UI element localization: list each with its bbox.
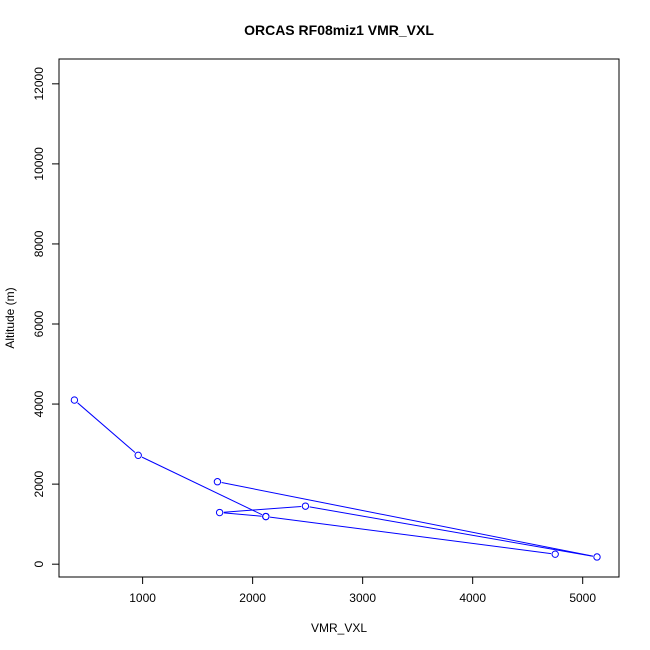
data-point: [70, 396, 79, 404]
x-tick-label: 1000: [129, 591, 156, 605]
data-point: [301, 502, 310, 510]
data-point: [215, 508, 224, 517]
data-point: [134, 451, 142, 460]
line-segment: [141, 456, 263, 516]
data-point: [593, 553, 601, 561]
x-tick-label: 4000: [459, 591, 486, 605]
line-segment: [269, 516, 552, 555]
line-segment: [223, 512, 262, 517]
x-tick-label: 5000: [569, 591, 596, 605]
y-tick-label: 0: [32, 561, 46, 568]
y-axis-label: Altitude (m): [3, 287, 17, 348]
line-segment: [223, 505, 302, 513]
y-tick-label: 8000: [32, 230, 46, 257]
x-axis: 1000 2000 3000 4000 5000: [129, 576, 596, 605]
data-point: [213, 478, 222, 486]
data-point: [262, 512, 270, 521]
x-tick-label: 2000: [239, 591, 266, 605]
data-series: [70, 396, 601, 561]
y-tick-label: 10000: [32, 147, 46, 181]
y-axis: 0 2000 4000 6000 8000 10000 12000: [32, 67, 60, 568]
y-tick-label: 6000: [32, 310, 46, 337]
y-tick-label: 2000: [32, 470, 46, 497]
y-tick-label: 12000: [32, 67, 46, 101]
plot-frame: [58, 58, 620, 578]
y-tick-label: 4000: [32, 390, 46, 417]
line-segment: [309, 506, 593, 557]
x-axis-label: VMR_VXL: [311, 621, 367, 635]
line-segment: [77, 402, 136, 453]
data-point: [551, 550, 559, 558]
x-tick-label: 3000: [349, 591, 376, 605]
chart-title: ORCAS RF08miz1 VMR_VXL: [244, 22, 434, 38]
line-segment: [221, 482, 593, 557]
